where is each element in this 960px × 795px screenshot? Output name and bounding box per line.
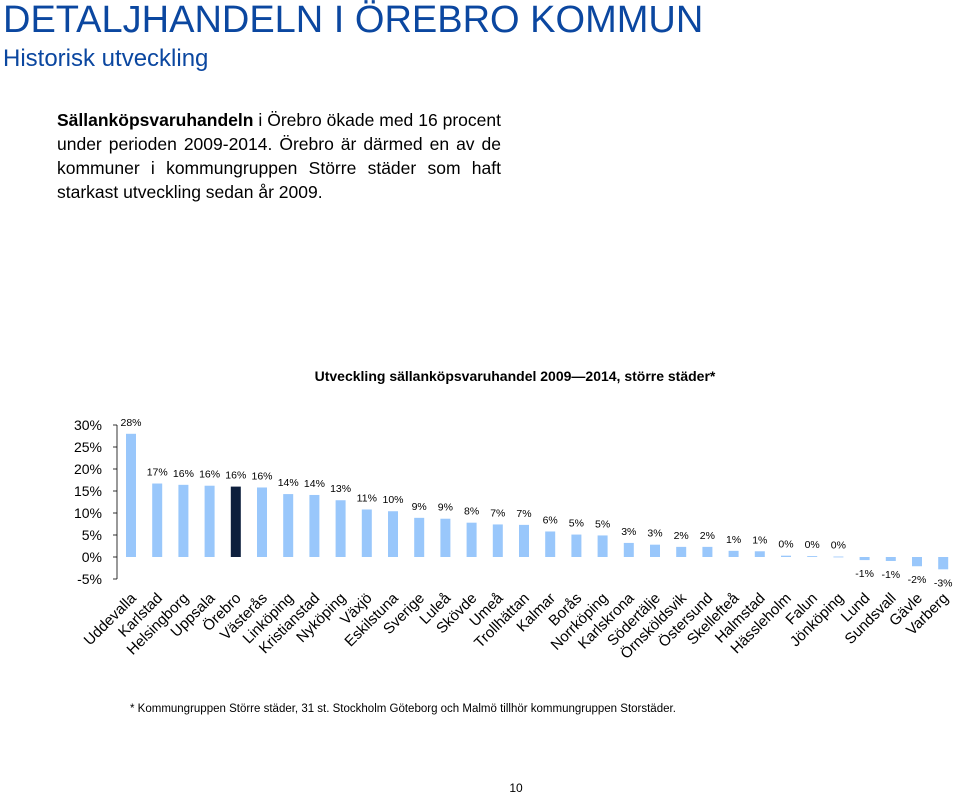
page-title: DETALJHANDELN I ÖREBRO KOMMUN [3, 0, 704, 41]
bar [519, 524, 529, 557]
data-label: 1% [726, 534, 741, 546]
data-label: -2% [908, 574, 927, 586]
data-label: 17% [147, 467, 168, 479]
bar [152, 483, 163, 557]
data-label: 14% [304, 478, 325, 490]
y-tick-label: 10% [74, 505, 102, 521]
bar [545, 531, 556, 557]
bar [650, 544, 660, 557]
data-label: 0% [805, 539, 820, 551]
y-tick-label: 15% [74, 483, 102, 499]
bar [912, 557, 922, 567]
data-label: 0% [831, 540, 846, 552]
bar [466, 522, 477, 557]
bar [126, 433, 136, 557]
bar [807, 556, 818, 557]
chart-title: Utveckling sällanköpsvaruhandel 2009—201… [314, 368, 716, 384]
bar [859, 557, 870, 561]
bar [492, 524, 503, 557]
bar [414, 517, 425, 557]
bar [440, 518, 451, 557]
bar [754, 551, 765, 557]
bar [676, 546, 687, 557]
bar [571, 534, 582, 557]
data-label: 7% [516, 508, 531, 520]
bar [309, 494, 320, 557]
data-label: 8% [464, 506, 479, 518]
y-tick-label: -5% [77, 571, 102, 587]
bar [728, 550, 739, 557]
data-label: 13% [330, 483, 351, 495]
y-tick-label: 25% [74, 439, 102, 455]
bar [702, 546, 713, 557]
bar [388, 511, 398, 557]
intro-bold: Sällanköpsvaruhandeln [57, 110, 254, 130]
intro-text: i Örebro ökade med 16 procent under peri… [57, 110, 501, 202]
bar [230, 486, 241, 557]
data-label: 3% [621, 526, 636, 538]
data-label: 16% [173, 468, 194, 480]
data-label: 1% [752, 534, 767, 546]
data-label: 28% [120, 417, 141, 429]
y-tick-label: 30% [74, 417, 102, 433]
y-tick-label: 0% [82, 549, 102, 565]
data-label: 9% [438, 502, 453, 514]
bar [938, 557, 949, 570]
data-label: 10% [382, 494, 403, 506]
y-tick-label: 5% [82, 527, 102, 543]
bar [885, 557, 896, 561]
data-label: -1% [855, 568, 874, 580]
intro-paragraph: Sällanköpsvaruhandeln i Örebro ökade med… [57, 108, 501, 204]
bar [283, 494, 294, 557]
bar [623, 542, 634, 557]
data-label: 3% [647, 528, 662, 540]
data-label: 0% [778, 539, 793, 551]
y-tick-label: 20% [74, 461, 102, 477]
data-label: 11% [357, 492, 377, 504]
bar-chart: 30%25%20%15%10%5%0%-5%28%Uddevalla17%Kar… [74, 417, 953, 663]
data-label: -1% [881, 569, 900, 581]
bar [361, 509, 372, 557]
data-label: 16% [225, 470, 246, 482]
footnote: * Kommungruppen Större städer, 31 st. St… [130, 703, 676, 715]
data-label: 7% [490, 507, 505, 519]
data-label: 9% [412, 501, 427, 513]
data-label: 2% [674, 530, 689, 542]
data-label: 14% [278, 477, 299, 489]
bar [204, 485, 215, 557]
data-label: -3% [934, 577, 953, 589]
page-number: 10 [509, 781, 523, 795]
bar [597, 535, 608, 557]
bar [781, 555, 791, 557]
bar [257, 487, 267, 557]
data-label: 16% [199, 469, 220, 481]
bar [178, 484, 189, 557]
data-label: 6% [543, 514, 558, 526]
data-label: 5% [569, 518, 584, 530]
bar [833, 556, 844, 558]
page-subtitle: Historisk utveckling [3, 45, 209, 72]
bar [335, 500, 346, 557]
data-label: 16% [251, 470, 272, 482]
data-label: 5% [595, 518, 610, 530]
data-label: 2% [700, 530, 715, 542]
